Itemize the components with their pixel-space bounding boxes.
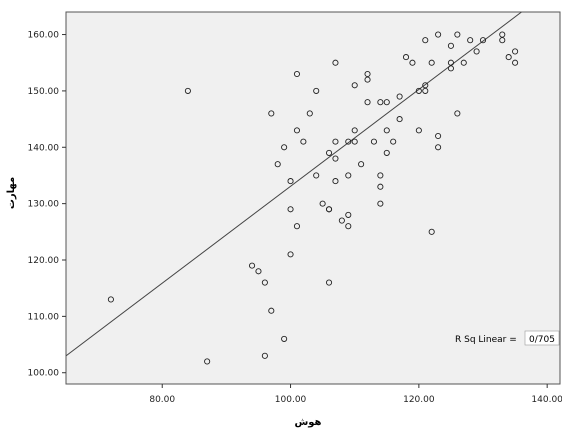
- data-point: [415, 127, 422, 134]
- r-squared-label: R Sq Linear =: [455, 335, 517, 345]
- data-point: [319, 200, 326, 207]
- data-point: [377, 183, 384, 190]
- data-point: [300, 138, 307, 145]
- y-tick-label: 140.00: [28, 143, 60, 153]
- data-point: [364, 76, 371, 83]
- x-tick-label: 140.00: [531, 395, 562, 405]
- data-point: [287, 178, 294, 185]
- data-point: [351, 138, 358, 145]
- data-point: [345, 211, 352, 218]
- data-point: [422, 82, 429, 89]
- data-point: [435, 132, 442, 140]
- data-point: [287, 206, 294, 213]
- data-point: [454, 110, 461, 117]
- data-point: [402, 54, 410, 61]
- data-point: [428, 59, 435, 66]
- data-point: [396, 93, 403, 100]
- data-point: [377, 200, 384, 207]
- data-point: [313, 87, 320, 94]
- data-point: [377, 99, 384, 106]
- data-point: [313, 172, 320, 179]
- data-point: [512, 48, 519, 55]
- data-point: [184, 87, 191, 94]
- data-point: [499, 37, 506, 44]
- y-tick-label: 130.00: [28, 200, 60, 210]
- data-point: [351, 82, 358, 89]
- x-tick-label: 100.00: [275, 395, 307, 405]
- data-point: [390, 138, 397, 145]
- data-point: [332, 138, 339, 145]
- data-point: [261, 279, 268, 286]
- data-point: [345, 172, 352, 179]
- data-point: [447, 42, 454, 49]
- data-point: [415, 87, 422, 94]
- y-tick-label: 150.00: [28, 87, 60, 97]
- y-axis-title: مهارت: [6, 177, 17, 209]
- data-point: [435, 144, 442, 151]
- data-point: [255, 268, 262, 275]
- data-point: [383, 127, 390, 134]
- data-point: [293, 223, 301, 230]
- fit-line: [66, 12, 522, 357]
- data-point: [261, 352, 268, 359]
- data-point: [383, 149, 390, 156]
- data-point: [383, 99, 390, 106]
- data-point: [409, 59, 416, 66]
- data-point: [345, 223, 352, 230]
- data-point: [293, 127, 301, 134]
- data-point: [467, 37, 474, 44]
- y-tick-label: 110.00: [28, 312, 60, 322]
- data-point: [332, 59, 339, 66]
- data-point: [287, 251, 294, 258]
- data-point: [473, 48, 480, 55]
- data-point: [332, 155, 339, 162]
- data-point: [351, 127, 358, 134]
- data-point: [479, 37, 487, 44]
- y-tick-label: 120.00: [28, 256, 60, 266]
- data-point: [293, 70, 301, 78]
- data-point: [435, 31, 442, 38]
- data-point: [370, 138, 377, 145]
- data-point: [505, 54, 512, 61]
- data-point: [249, 262, 256, 269]
- data-point: [460, 59, 467, 66]
- data-point: [358, 161, 365, 168]
- data-point: [512, 59, 519, 66]
- data-point: [281, 335, 288, 342]
- data-point: [364, 99, 371, 106]
- data-point: [332, 178, 339, 185]
- y-tick-label: 100.00: [28, 369, 60, 379]
- data-point: [325, 206, 333, 213]
- x-tick-label: 80.00: [149, 395, 175, 405]
- data-point: [268, 307, 275, 314]
- r-squared-box: [524, 330, 560, 346]
- r-squared-value: 0/705: [529, 335, 555, 345]
- data-point: [281, 144, 288, 151]
- data-point: [204, 358, 211, 365]
- data-point: [274, 161, 281, 168]
- data-point: [422, 37, 429, 44]
- data-point: [338, 217, 345, 224]
- data-point: [454, 31, 461, 38]
- data-point: [377, 172, 384, 179]
- data-point: [428, 228, 435, 235]
- data-point: [325, 279, 333, 286]
- data-point: [345, 138, 352, 145]
- data-point: [306, 110, 313, 117]
- data-point: [268, 110, 275, 117]
- y-tick-label: 160.00: [28, 31, 60, 41]
- data-point: [325, 149, 333, 156]
- plot-area: [65, 11, 561, 385]
- data-point: [107, 296, 114, 303]
- x-tick-label: 120.00: [403, 395, 435, 405]
- data-point: [447, 65, 454, 72]
- data-point: [396, 116, 403, 123]
- x-axis-title: هوش: [294, 417, 321, 428]
